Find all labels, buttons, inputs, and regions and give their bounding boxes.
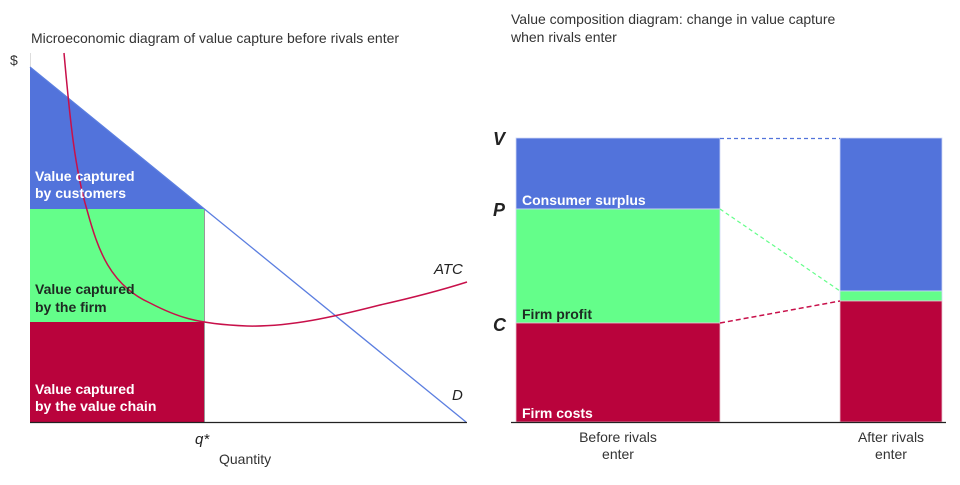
value-composition-diagram: Value composition diagram: change in val… [493, 11, 946, 462]
value-chain-region [30, 322, 204, 422]
right-title-2: when rivals enter [510, 29, 617, 45]
right-title-1: Value composition diagram: change in val… [511, 11, 835, 27]
before-category-label-1: Before rivals [579, 429, 657, 445]
atc-curve [63, 52, 468, 327]
after-category-label-1: After rivals [858, 429, 924, 445]
x-axis-label: Quantity [219, 451, 271, 467]
y-axis-label: $ [10, 52, 18, 68]
demand-curve [29, 66, 467, 423]
firm-label-1: Value captured [35, 281, 135, 297]
customers-label-1: Value captured [35, 168, 135, 184]
firm-costs-label: Firm costs [522, 405, 593, 421]
price-connector [719, 208, 841, 292]
after-category-label-2: enter [875, 446, 907, 462]
before-firm-costs-bar [515, 322, 721, 423]
chain-label-2: by the value chain [35, 398, 156, 414]
demand-label: D [452, 387, 463, 404]
consumer-surplus-label: Consumer surplus [522, 192, 646, 208]
firm-profit-label: Firm profit [522, 306, 592, 322]
level-v-label: V [493, 129, 507, 149]
after-firm-costs-bar [839, 300, 943, 423]
left-title: Microeconomic diagram of value capture b… [31, 30, 399, 46]
q-star-label: q* [195, 431, 210, 448]
before-category-label-2: enter [602, 446, 634, 462]
firm-value-region [30, 209, 204, 322]
level-c-label: C [493, 315, 507, 335]
cost-connector [719, 300, 841, 324]
atc-label: ATC [433, 261, 463, 278]
before-firm-profit-bar [515, 208, 721, 324]
after-firm-profit-bar [839, 290, 943, 302]
firm-label-2: by the firm [35, 299, 107, 315]
before-consumer-surplus-bar [515, 137, 721, 210]
chain-label-1: Value captured [35, 381, 135, 397]
customers-label-2: by customers [35, 185, 126, 201]
level-p-label: P [493, 200, 506, 220]
microeconomic-diagram: Microeconomic diagram of value capture b… [10, 30, 468, 467]
after-consumer-surplus-bar [839, 137, 943, 292]
